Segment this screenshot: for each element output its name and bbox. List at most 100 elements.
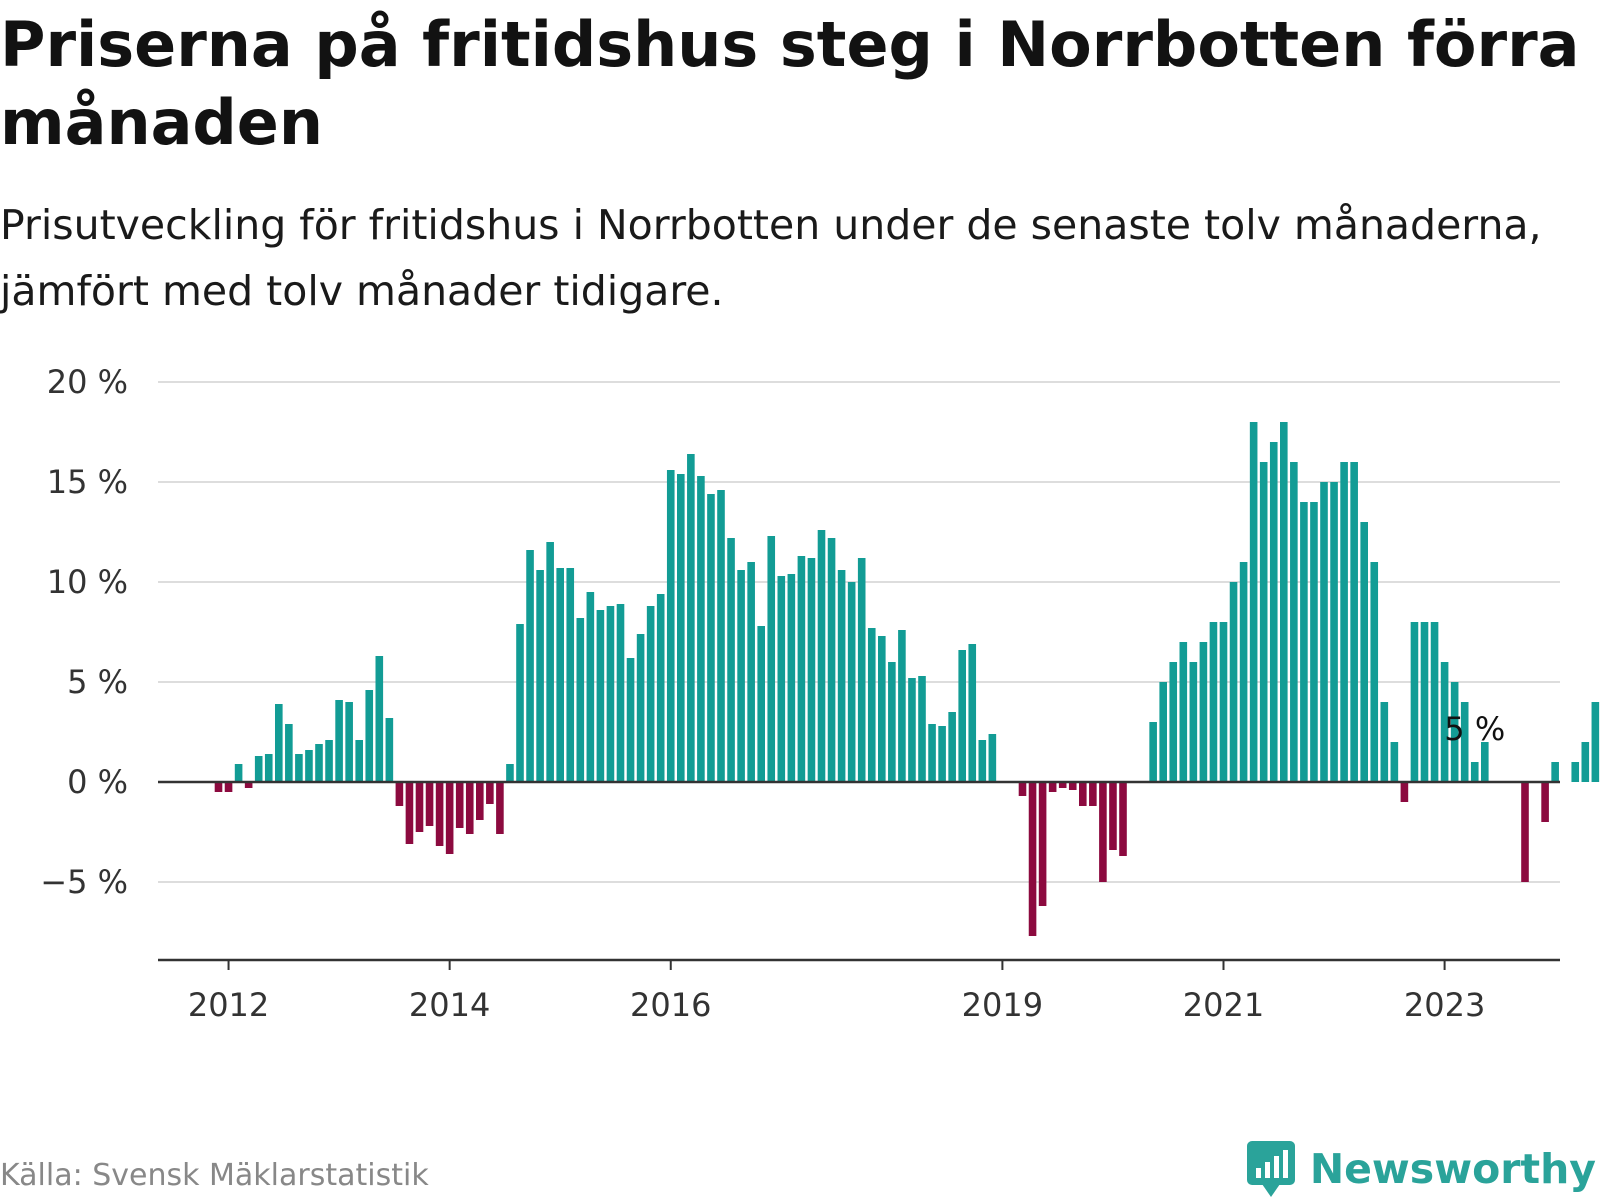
bar <box>365 690 374 782</box>
y-tick-label: 0 % <box>67 763 128 801</box>
bar <box>867 628 876 782</box>
bar <box>677 474 685 782</box>
axes <box>158 780 1560 970</box>
bar <box>1269 442 1278 782</box>
bar <box>898 630 906 782</box>
bar <box>1481 742 1489 782</box>
bar <box>636 634 645 782</box>
x-tick-label: 2016 <box>630 986 711 1020</box>
y-tick-label: 10 % <box>47 563 128 601</box>
bar <box>1330 482 1338 782</box>
bar <box>1360 522 1368 782</box>
brand-name: Newsworthy <box>1309 1145 1596 1193</box>
bar <box>1079 782 1087 806</box>
bar <box>1119 782 1127 856</box>
bar <box>1058 782 1067 788</box>
bar <box>656 594 665 782</box>
bar <box>325 740 333 782</box>
bar <box>1440 662 1449 782</box>
bar <box>707 494 715 782</box>
x-tick-label: 2012 <box>188 986 269 1020</box>
bar <box>1470 762 1479 782</box>
bar <box>767 536 776 782</box>
bar <box>888 662 896 782</box>
bar <box>847 582 856 782</box>
bar <box>1280 422 1288 782</box>
bar <box>1350 462 1358 782</box>
bar <box>566 568 575 782</box>
bar <box>646 606 655 782</box>
chart-title: Priserna på fritidshus steg i Norrbotten… <box>0 8 1580 159</box>
bar <box>948 712 956 782</box>
bar <box>385 718 394 782</box>
bar <box>375 656 384 782</box>
bar <box>224 782 233 792</box>
brand-logo[interactable]: Newsworthy <box>1246 1140 1596 1198</box>
bar <box>918 676 926 782</box>
bar <box>455 782 464 828</box>
bar <box>1320 482 1328 782</box>
bar <box>837 570 846 782</box>
bar <box>1340 462 1348 782</box>
bar <box>878 636 886 782</box>
bar <box>295 754 303 782</box>
bar <box>1109 782 1117 850</box>
bar <box>857 558 866 782</box>
y-tick-label: −5 % <box>40 863 128 901</box>
bar <box>1380 702 1389 782</box>
x-tick-label: 2023 <box>1404 986 1485 1020</box>
bar <box>1179 642 1188 782</box>
bar <box>1541 782 1549 822</box>
bar <box>1239 562 1248 782</box>
bar <box>415 782 424 832</box>
bar <box>275 704 283 782</box>
bar <box>1209 622 1218 782</box>
bar <box>425 782 434 826</box>
bar <box>1068 782 1077 790</box>
bar <box>486 782 494 804</box>
bar <box>576 618 585 782</box>
x-tick-label: 2021 <box>1183 986 1264 1020</box>
bar <box>616 604 625 782</box>
x-tick-label: 2019 <box>962 986 1043 1020</box>
bar <box>496 782 504 834</box>
bar <box>476 782 484 820</box>
bar <box>335 700 343 782</box>
bar <box>958 650 966 782</box>
bar <box>717 490 725 782</box>
bar <box>938 726 946 782</box>
bar <box>797 556 806 782</box>
bar <box>1310 502 1318 782</box>
bar <box>908 678 916 782</box>
x-tick-label: 2014 <box>409 986 490 1020</box>
bar <box>395 782 404 806</box>
y-tick-label: 20 % <box>47 363 128 401</box>
bar <box>747 562 755 782</box>
bar <box>968 644 977 782</box>
bar <box>1089 782 1097 806</box>
bar <box>305 750 313 782</box>
bar <box>1259 462 1268 782</box>
tick-labels: 20 % 15 % 10 % 5 % 0 % −5 % 2012 2014 2016 2019 20… <box>40 363 1505 1020</box>
bar <box>827 538 836 782</box>
bar <box>1370 562 1379 782</box>
bar <box>807 558 816 782</box>
bar <box>1048 782 1057 792</box>
bar <box>666 470 675 782</box>
bar <box>1249 422 1258 782</box>
bar <box>1390 742 1399 782</box>
bar <box>1229 582 1238 782</box>
bar <box>355 740 363 782</box>
y-tick-label: 15 % <box>47 463 128 501</box>
bar <box>1521 782 1529 882</box>
bar <box>727 538 735 782</box>
bar <box>285 724 293 782</box>
bar <box>244 782 253 788</box>
source-note: Källa: Svensk Mäklarstatistik <box>0 1158 429 1193</box>
bar <box>214 782 223 792</box>
bar <box>586 592 595 782</box>
bar <box>1551 762 1559 782</box>
bar <box>1581 742 1590 782</box>
bar <box>626 658 635 782</box>
bar <box>1290 462 1298 782</box>
